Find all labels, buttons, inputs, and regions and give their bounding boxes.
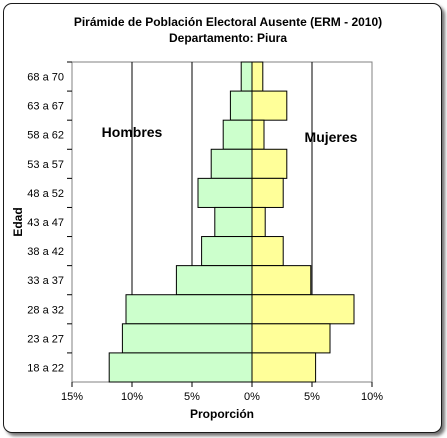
x-tick-label: 5% (184, 391, 200, 403)
y-tick-label: 58 a 62 (27, 130, 64, 142)
bar-mujeres (251, 206, 266, 238)
bar-hombres (108, 352, 253, 383)
y-tick-label: 43 a 47 (27, 217, 64, 229)
y-tick-label: 38 a 42 (27, 246, 64, 258)
bar-mujeres (251, 177, 284, 208)
y-tick-label: 68 a 70 (27, 72, 64, 84)
y-tick-label: 33 a 37 (27, 275, 64, 287)
bar-hombres (240, 61, 253, 92)
series-label-hombres: Hombres (102, 124, 163, 140)
bar-mujeres (251, 265, 312, 296)
bar-hombres (222, 119, 253, 150)
bar-hombres (197, 177, 253, 208)
x-axis-label: Proporción (190, 407, 254, 421)
x-tick-label: 5% (304, 391, 320, 403)
bar-mujeres (251, 61, 264, 92)
y-tick-label: 63 a 67 (27, 101, 64, 113)
bar-hombres (210, 148, 253, 179)
y-tick-label: 53 a 57 (27, 159, 64, 171)
y-tick-label: 18 a 22 (27, 362, 64, 374)
chart-title: Pirámide de Población Electoral Ausente … (74, 15, 382, 29)
y-tick-label: 48 a 52 (27, 188, 64, 200)
y-axis-label: Edad (11, 207, 25, 236)
x-tick-label: 10% (361, 391, 383, 403)
bar-mujeres (251, 294, 355, 325)
bar-hombres (125, 294, 253, 325)
bar-hombres (201, 236, 253, 267)
bar-mujeres (251, 90, 288, 121)
x-tick-label: 0% (244, 391, 260, 403)
x-tick-label: 15% (61, 391, 83, 403)
bar-mujeres (251, 148, 288, 179)
chart-subtitle: Departamento: Piura (169, 31, 287, 45)
y-tick-label: 23 a 27 (27, 333, 64, 345)
series-label-mujeres: Mujeres (305, 129, 358, 145)
y-tick-label: 28 a 32 (27, 304, 64, 316)
bar-mujeres (251, 119, 265, 150)
bar-hombres (175, 265, 253, 296)
bar-mujeres (251, 323, 331, 354)
bar-hombres (121, 323, 253, 354)
bar-mujeres (251, 236, 284, 267)
bar-hombres (214, 206, 253, 238)
x-tick-label: 10% (121, 391, 143, 403)
bar-hombres (229, 90, 253, 121)
bar-mujeres (251, 352, 317, 383)
